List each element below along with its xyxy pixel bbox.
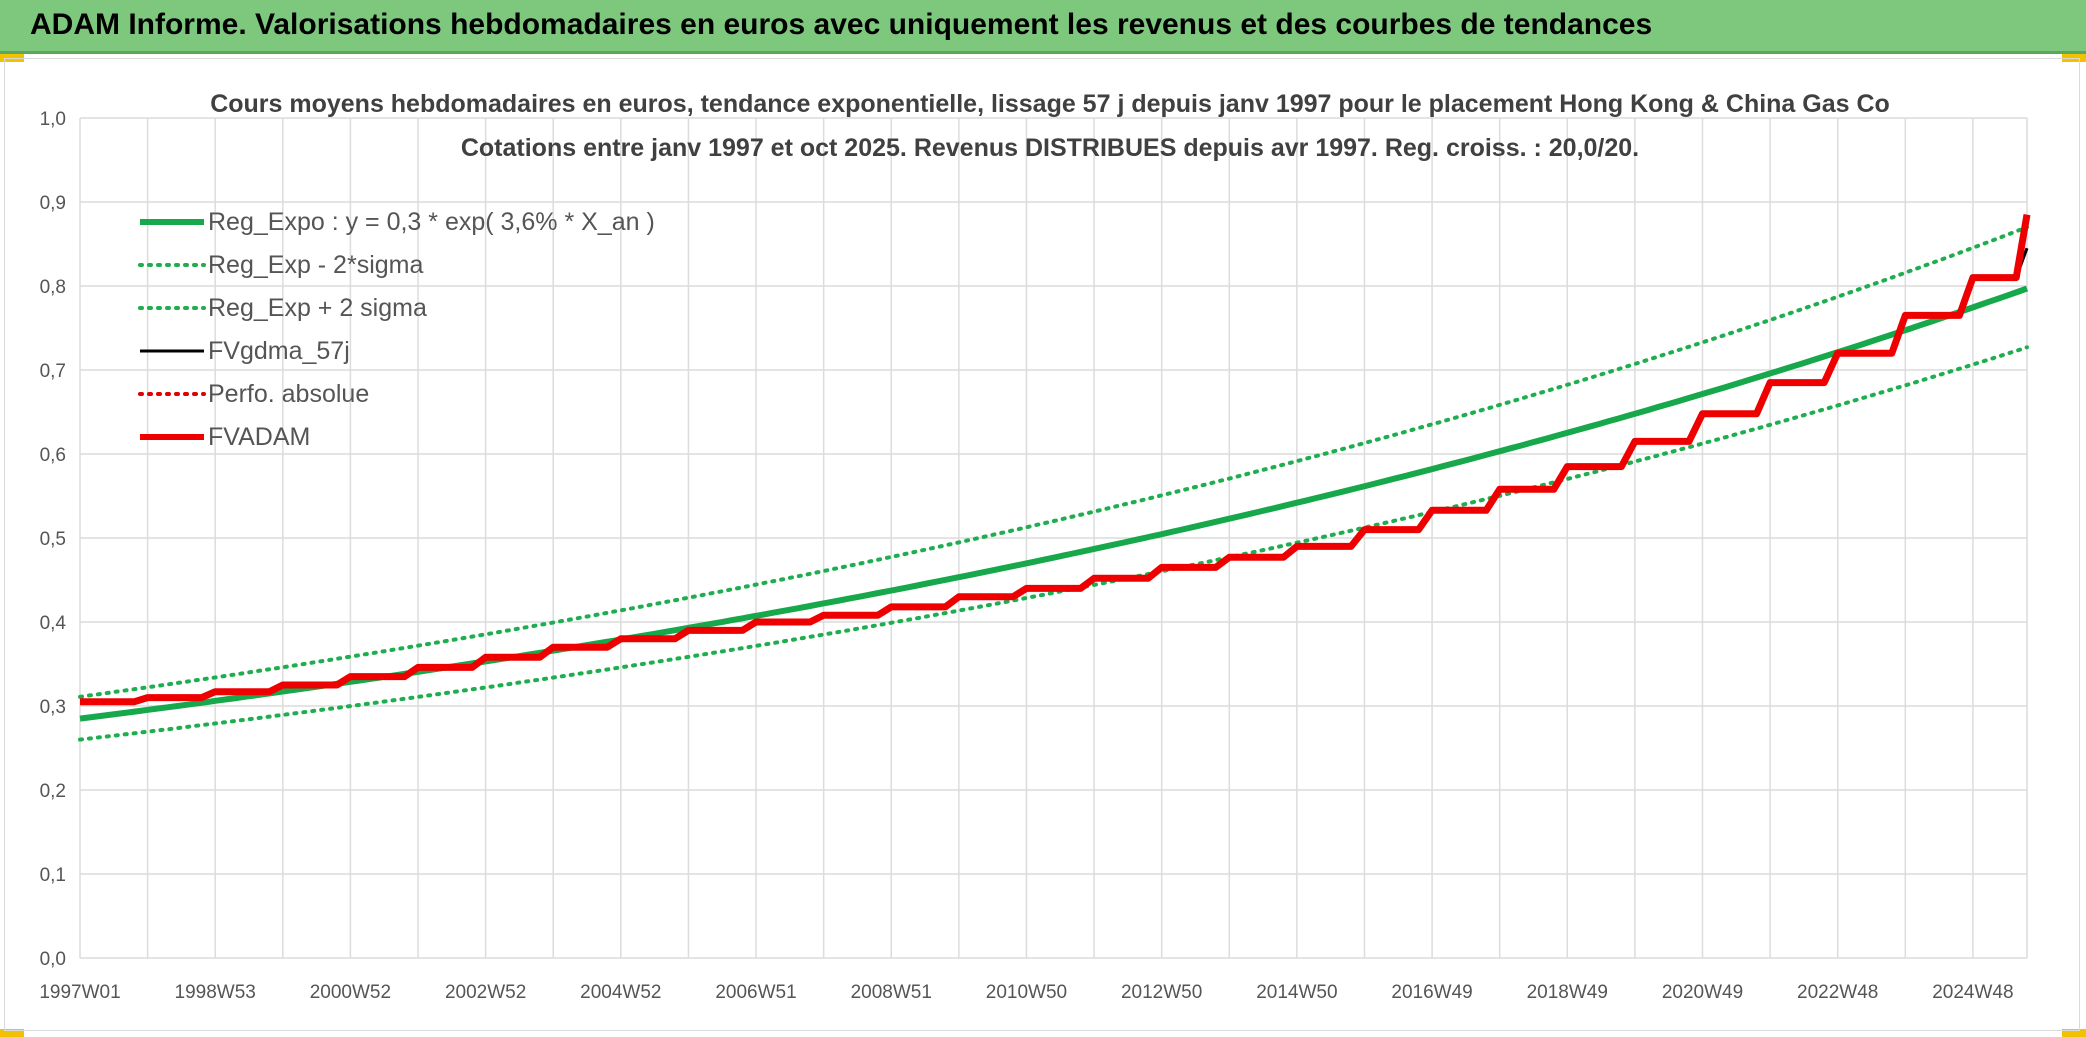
report-title: ADAM Informe. Valorisations hebdomadaire… — [30, 8, 1653, 41]
x-tick-label: 2006W51 — [715, 982, 796, 1003]
x-tick-label: 2004W52 — [580, 982, 661, 1003]
y-tick-label: 0,6 — [40, 445, 66, 466]
legend-label: Reg_Exp + 2 sigma — [208, 294, 427, 322]
report-banner: ADAM Informe. Valorisations hebdomadaire… — [0, 0, 2086, 54]
y-tick-label: 0,3 — [40, 697, 66, 718]
chart-frame — [4, 58, 2080, 1031]
axis-layer: 0,0 0,1 0,2 0,3 0,4 0,5 0,6 0,7 0,8 0,9 1,0 1997W01… — [39, 109, 2013, 1003]
series-line-5 — [80, 214, 2031, 706]
y-tick-label: 0,5 — [40, 529, 66, 550]
x-tick-label: 2014W50 — [1256, 982, 1337, 1003]
x-tick-label: 2010W50 — [986, 982, 1067, 1003]
y-tick-label: 0,9 — [40, 193, 66, 214]
x-tick-label: 2000W52 — [310, 982, 391, 1003]
corner-accent-bottom-left — [0, 1029, 24, 1037]
grid-layer — [79, 117, 2028, 959]
y-tick-label: 0,1 — [40, 865, 66, 886]
x-tick-label: 2020W49 — [1662, 982, 1743, 1003]
x-tick-label: 2008W51 — [851, 982, 932, 1003]
y-tick-label: 0,4 — [40, 613, 67, 634]
legend: Reg_Expo : y = 0,3 * exp( 3,6% * X_an ) R… — [138, 208, 655, 451]
x-tick-label: 2012W50 — [1121, 982, 1202, 1003]
series-line-2 — [78, 225, 2029, 699]
legend-label: Perfo. absolue — [208, 380, 369, 408]
x-tick-label: 1998W53 — [175, 982, 256, 1003]
x-tick-label: 2016W49 — [1391, 982, 1472, 1003]
legend-label: FVgdma_57j — [208, 337, 350, 365]
legend-label: Reg_Exp - 2*sigma — [208, 251, 423, 279]
x-tick-label: 2002W52 — [445, 982, 526, 1003]
chart-title-line1: Cours moyens hebdomadaires en euros, ten… — [210, 90, 1890, 118]
x-tick-label: 2018W49 — [1527, 982, 1608, 1003]
y-tick-label: 0,7 — [40, 361, 66, 382]
x-tick-label: 2022W48 — [1797, 982, 1878, 1003]
chart-title-line2: Cotations entre janv 1997 et oct 2025. R… — [461, 134, 1639, 162]
x-tick-label: 1997W01 — [39, 982, 120, 1003]
y-tick-label: 0,2 — [40, 781, 66, 802]
y-tick-label: 0,8 — [40, 277, 66, 298]
series-layer — [78, 214, 2031, 742]
legend-label: Reg_Expo : y = 0,3 * exp( 3,6% * X_an ) — [208, 208, 655, 236]
series-line-1 — [78, 345, 2029, 742]
x-tick-label: 2024W48 — [1932, 982, 2013, 1003]
series-line-0 — [79, 285, 2029, 722]
legend-label: FVADAM — [208, 423, 310, 451]
y-tick-label: 0,0 — [40, 949, 66, 970]
y-tick-label: 1,0 — [40, 109, 66, 130]
corner-accent-bottom-right — [2062, 1029, 2086, 1037]
